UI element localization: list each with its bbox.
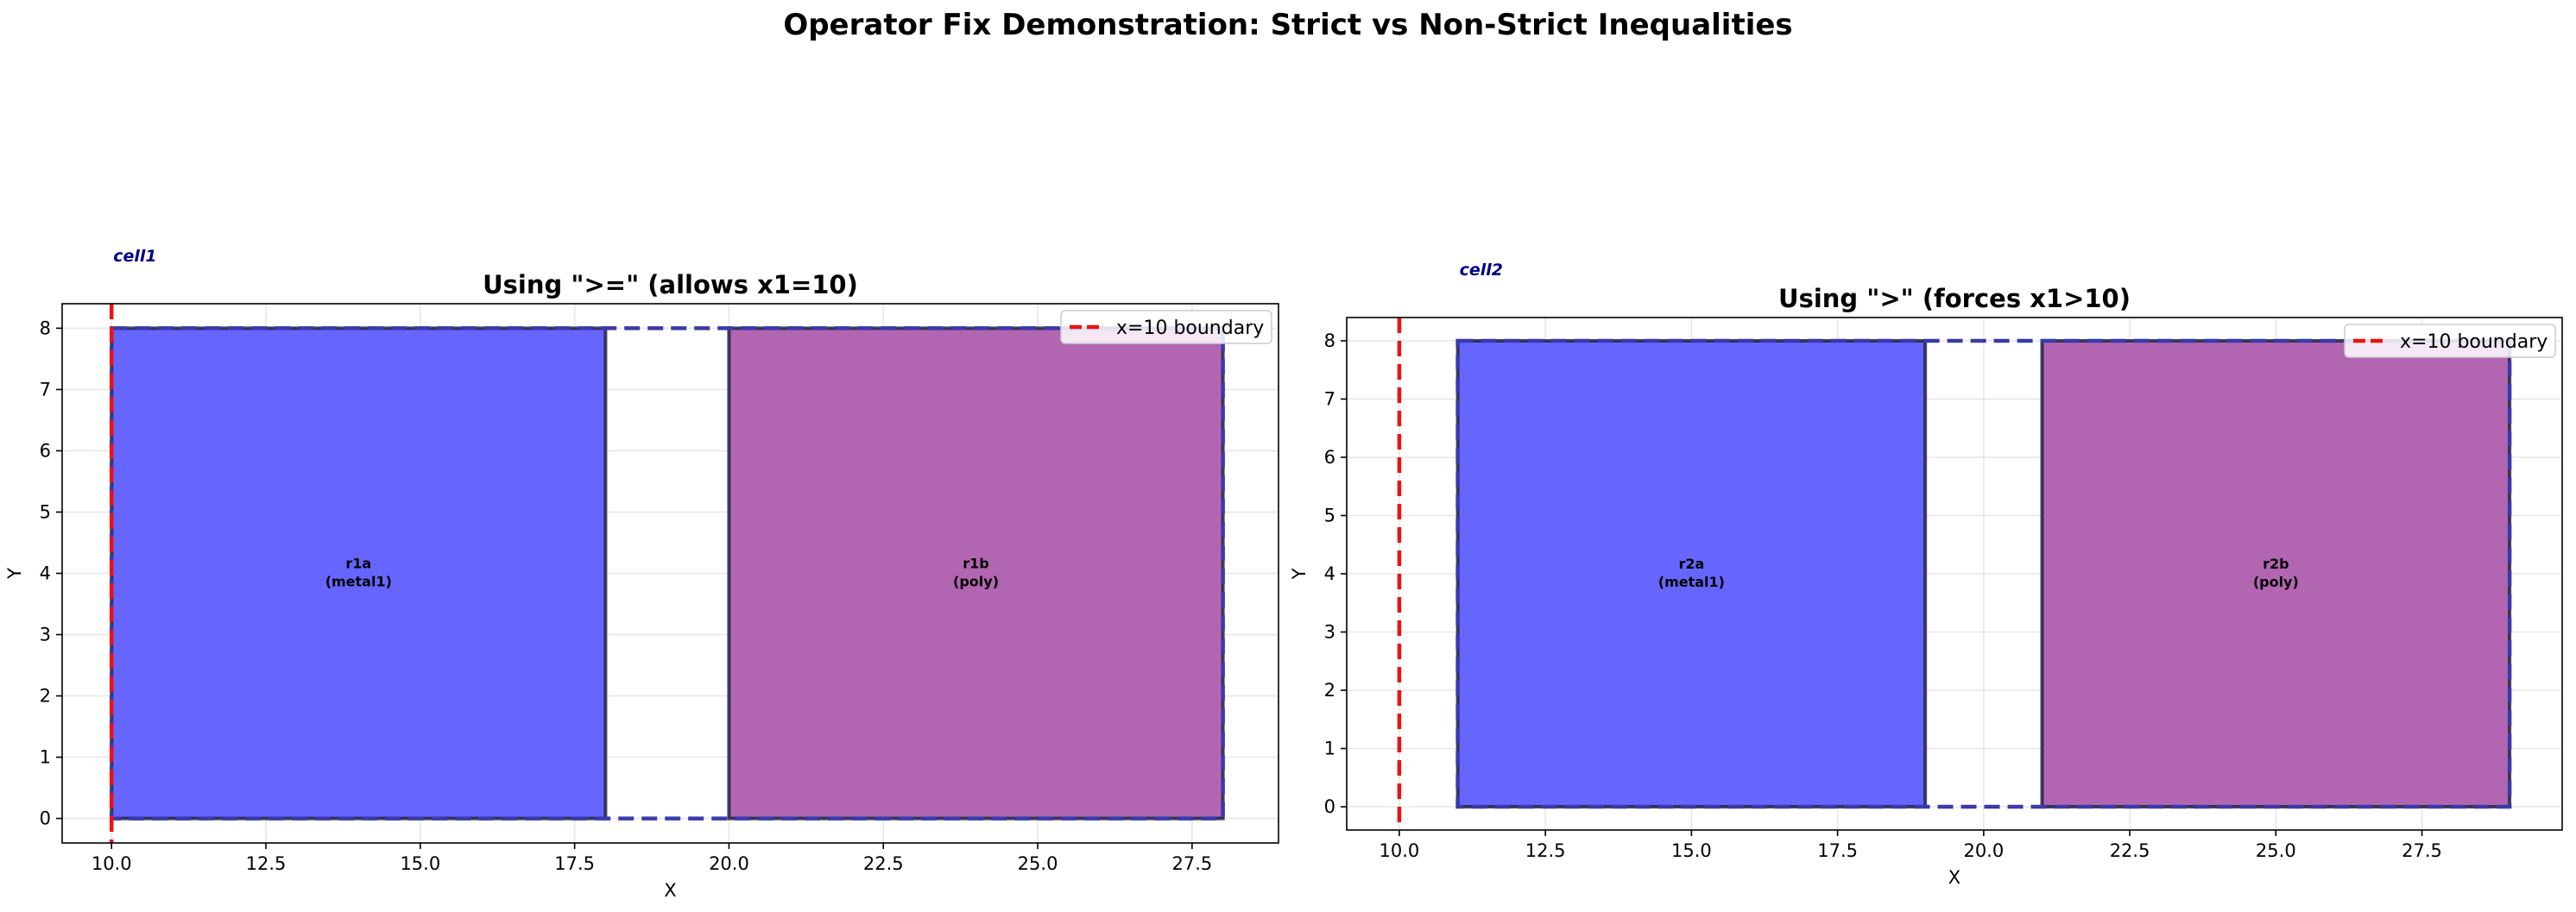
x-tick-label-0: 10.0 bbox=[1380, 840, 1420, 861]
y-tick-label-3: 3 bbox=[40, 625, 51, 645]
x-axis-label: X bbox=[664, 880, 676, 901]
rect-label-r2a: r2a bbox=[1678, 556, 1704, 572]
plot-area bbox=[109, 304, 1225, 843]
rect-label-r1a: r1a bbox=[345, 556, 371, 572]
y-tick-label-7: 7 bbox=[1324, 389, 1335, 410]
cell-label: cell2 bbox=[1460, 261, 1503, 280]
rect-layer-r2a: (metal1) bbox=[1658, 574, 1725, 590]
plot-area bbox=[1397, 318, 2512, 830]
x-axis-label: X bbox=[1948, 867, 1960, 888]
rect-label-r1b: r1b bbox=[963, 556, 988, 572]
x-tick-label-6: 25.0 bbox=[1018, 853, 1058, 874]
y-tick-label-6: 6 bbox=[40, 440, 51, 461]
x-tick-label-3: 17.5 bbox=[554, 853, 595, 874]
y-tick-label-2: 2 bbox=[40, 686, 51, 707]
legend: x=10 boundary bbox=[2344, 324, 2556, 358]
left-panel: r1a (metal1) r1b (poly) 10.0 12.5 15.0 17.5 20.0… bbox=[4, 247, 1279, 901]
legend-entry: x=10 boundary bbox=[1116, 318, 1264, 339]
legend: x=10 boundary bbox=[1060, 310, 1272, 344]
x-tick-label-2: 15.0 bbox=[1671, 840, 1712, 861]
x-tick-label-6: 25.0 bbox=[2256, 840, 2296, 861]
x-tick-label-5: 22.5 bbox=[2110, 840, 2150, 861]
x-tick-label-4: 20.0 bbox=[1963, 840, 2004, 861]
rect-layer-r1b: (poly) bbox=[953, 574, 999, 590]
x-tick-label-5: 22.5 bbox=[863, 853, 904, 874]
y-tick-label-4: 4 bbox=[40, 563, 51, 584]
x-tick-label-3: 17.5 bbox=[1817, 840, 1858, 861]
panel-title: Using ">" (forces x1>10) bbox=[1778, 284, 2131, 313]
y-tick-label-6: 6 bbox=[1324, 447, 1335, 468]
x-tick-label-0: 10.0 bbox=[92, 853, 132, 874]
x-tick-label-7: 27.5 bbox=[1171, 853, 1212, 874]
y-tick-label-1: 1 bbox=[1324, 739, 1335, 759]
rect-layer-r2b: (poly) bbox=[2253, 574, 2299, 590]
y-axis-label: Y bbox=[1289, 568, 1310, 580]
rect-label-r2b: r2b bbox=[2263, 556, 2289, 572]
y-tick-label-1: 1 bbox=[40, 747, 51, 768]
y-tick-label-0: 0 bbox=[1324, 796, 1335, 817]
cell-bbox-cell2 bbox=[1455, 338, 2512, 809]
legend-entry: x=10 boundary bbox=[2400, 331, 2548, 353]
rect-r1b bbox=[727, 326, 1225, 821]
panel-title: Using ">=" (allows x1=10) bbox=[483, 270, 858, 299]
legend-box bbox=[1060, 310, 1272, 344]
x-tick-label-2: 15.0 bbox=[400, 853, 440, 874]
cell-label: cell1 bbox=[113, 247, 156, 266]
y-tick-label-5: 5 bbox=[40, 501, 51, 522]
y-tick-label-5: 5 bbox=[1324, 506, 1335, 526]
legend-box bbox=[2344, 324, 2556, 358]
y-tick-label-4: 4 bbox=[1324, 563, 1335, 584]
y-tick-label-0: 0 bbox=[40, 808, 51, 829]
rect-layer-r1a: (metal1) bbox=[325, 574, 392, 590]
x-tick-label-1: 12.5 bbox=[1525, 840, 1566, 861]
y-tick-label-7: 7 bbox=[40, 379, 51, 399]
x-tick-label-1: 12.5 bbox=[246, 853, 287, 874]
y-tick-label-3: 3 bbox=[1324, 622, 1335, 643]
y-tick-label-8: 8 bbox=[40, 318, 51, 338]
rect-r1a bbox=[110, 326, 608, 821]
y-tick-label-2: 2 bbox=[1324, 680, 1335, 701]
x-tick-label-4: 20.0 bbox=[709, 853, 749, 874]
x-tick-label-7: 27.5 bbox=[2402, 840, 2442, 861]
y-axis-label: Y bbox=[4, 568, 25, 580]
cell-bbox-cell1 bbox=[109, 326, 1225, 821]
right-panel: r2a (metal1) r2b (poly) 10.0 12.5 15.0 17.5 20.0… bbox=[1289, 261, 2563, 888]
figure-suptitle: Operator Fix Demonstration: Strict vs No… bbox=[783, 8, 1792, 42]
y-tick-label-8: 8 bbox=[1324, 330, 1335, 351]
